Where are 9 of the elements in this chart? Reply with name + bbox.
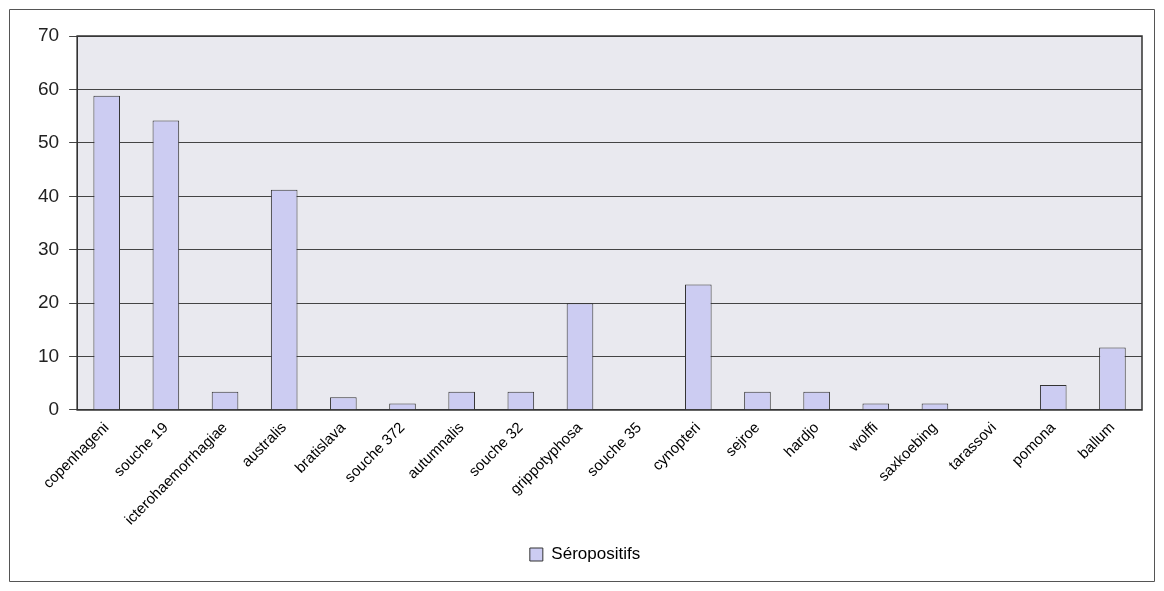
y-tick-label: 10: [37, 344, 60, 366]
y-tick-label: 20: [37, 291, 60, 313]
y-tick-label: 70: [37, 24, 60, 46]
y-tick-label: 50: [37, 131, 60, 153]
y-tick-label: 40: [37, 184, 60, 206]
legend-label: Séropositifs: [551, 544, 641, 564]
y-tick-label: 30: [37, 237, 60, 259]
y-tick-label: 60: [37, 77, 60, 99]
y-tick-label: 0: [48, 398, 60, 420]
